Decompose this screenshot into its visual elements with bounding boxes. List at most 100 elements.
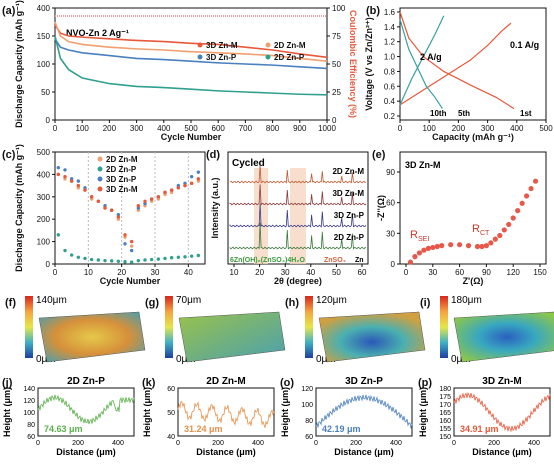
panel-b-y-tick: 1.6	[384, 8, 396, 17]
panel-b-yticks: 0.2 0.4 0.6 0.8 1.0 1.2 1.4 1.6	[384, 8, 400, 121]
panel-b: (b) Capacity (mAh g⁻¹) Voltage (V vs Zn/…	[364, 5, 553, 142]
panel-d-xlabel: 2θ (degree)	[274, 276, 322, 286]
profile-axes	[453, 387, 551, 437]
panel-e-title: 3D Zn-M	[405, 160, 441, 170]
panel-b-y-tick: 1.4	[384, 23, 396, 32]
legend-label: 2D Zn-P	[274, 53, 305, 62]
data-point	[156, 195, 161, 199]
colorbar	[305, 296, 313, 358]
legend-marker	[265, 54, 271, 60]
data-point	[103, 206, 107, 210]
profile-line	[177, 400, 275, 428]
nyquist-point	[492, 236, 498, 242]
nyquist-point	[412, 254, 418, 260]
colorbar-max: 70μm	[176, 295, 201, 306]
profile-line	[37, 394, 135, 425]
data-point	[123, 242, 127, 246]
profile-xtick: 400	[252, 440, 264, 447]
nyquist-point	[501, 227, 507, 233]
panel-c-xticks: 0 10 20 30 40	[53, 264, 193, 277]
panel-d-xticks: 10 20 30 40 50 60	[230, 264, 367, 277]
data-point	[129, 244, 134, 248]
nyquist-point	[532, 178, 539, 184]
map-letter: (f)	[5, 297, 16, 309]
nyquist-point	[479, 243, 485, 250]
data-point	[196, 177, 201, 181]
nyquist-point	[474, 243, 481, 250]
profile-ytick: 80	[305, 418, 313, 425]
nyquist-point	[510, 215, 516, 221]
profile-ytick: 40	[167, 434, 175, 441]
panel-d: (d) Cycled 2θ (degree) Intensity (a.u.) …	[206, 149, 369, 286]
panel-c-y-tick: 100	[37, 238, 51, 247]
panel-e-y-tick: 30	[386, 229, 395, 238]
profile-ytick: 80	[27, 422, 35, 429]
legend-marker	[265, 42, 271, 48]
data-point	[129, 248, 134, 253]
panel-c-axes	[54, 151, 206, 265]
panel-c-x-tick: 20	[117, 268, 126, 277]
map-letter: (i)	[420, 297, 431, 309]
profile-title: 3D Zn-P	[345, 376, 383, 387]
panel-a-legend: 3D Zn-M 2D Zn-M 3D Zn-P 2D Zn-P	[197, 41, 306, 62]
data-point	[189, 181, 194, 186]
profile-ytick: 120	[301, 386, 313, 393]
profile-ylabel: Height (μm)	[2, 387, 12, 437]
panel-a-xlabel: Cycle Number	[161, 132, 222, 142]
nyquist-point	[483, 243, 489, 249]
panel-a-x-tick: 400	[157, 124, 171, 133]
panel-a-x-tick: 700	[239, 124, 253, 133]
surface-maps: (f) 140μm 0μm (g) 70μm 0μm (h) 120μm 0μm (i) 180μm…	[5, 295, 554, 365]
panel-b-x-tick: 400	[510, 124, 524, 133]
profile-xlabel: Distance (μm)	[334, 447, 394, 457]
panel-a-yticks: 0 50 100 150 400	[37, 4, 55, 125]
panel-e-rct-r: R	[472, 223, 480, 235]
trace-label: 2D Zn-P	[334, 233, 365, 242]
panel-c-letter: (c)	[2, 149, 16, 161]
panel-e-x-tick: 60	[455, 268, 464, 277]
panel-b-xlabel: Capacity (mAh g⁻¹)	[432, 132, 514, 142]
nyquist-point	[488, 240, 494, 246]
nyquist-point	[519, 200, 525, 206]
nyquist-point	[439, 243, 445, 249]
surface-map: (g) 70μm 0μm	[145, 295, 286, 365]
colorbar-min: 0μm	[316, 354, 336, 365]
profile-letter: (j)	[2, 377, 13, 389]
data-point	[183, 255, 187, 259]
panel-b-annot-2ag: 2 A/g	[420, 52, 442, 62]
surface-render	[318, 311, 426, 363]
data-point	[149, 257, 154, 262]
legend-marker	[97, 176, 103, 182]
panel-a-y2ticks: 0 25 50 75 100	[327, 4, 346, 125]
panel-c: (c) Cycle Number Discharge Capacity (mAh…	[2, 144, 206, 286]
data-point	[63, 248, 67, 253]
data-point	[76, 183, 81, 188]
panel-a-x-tick: 900	[293, 124, 307, 133]
legend-marker	[97, 186, 103, 192]
legend-marker	[197, 42, 203, 48]
panel-b-annot-5th: 5th	[458, 109, 470, 118]
data-point	[196, 170, 201, 174]
panel-e-letter: (e)	[372, 149, 386, 161]
profile-ytick: 60	[167, 386, 175, 393]
nyquist-point	[434, 243, 440, 250]
profile-letter: (k)	[142, 377, 156, 389]
profile-ytick: 60	[305, 434, 313, 441]
series-line	[54, 38, 328, 70]
profile-xtick: 400	[390, 440, 402, 447]
data-point	[63, 174, 67, 179]
panel-c-series	[56, 165, 201, 264]
panel-c-x-tick: 30	[151, 268, 160, 277]
panel-d-x-tick: 60	[358, 268, 367, 277]
panel-b-y-tick: 0.4	[384, 97, 396, 106]
xrd-trace	[229, 203, 367, 228]
panel-b-y-tick: 0.2	[384, 112, 396, 121]
panel-a-y-tick: 150	[37, 32, 51, 41]
colorbar-max: 140μm	[36, 295, 67, 306]
profile-line	[315, 394, 413, 429]
panel-a-ylabel: Discharge Capacity (mAh g⁻¹)	[14, 0, 24, 128]
surface-map: (i) 180μm 0μm	[420, 295, 554, 365]
